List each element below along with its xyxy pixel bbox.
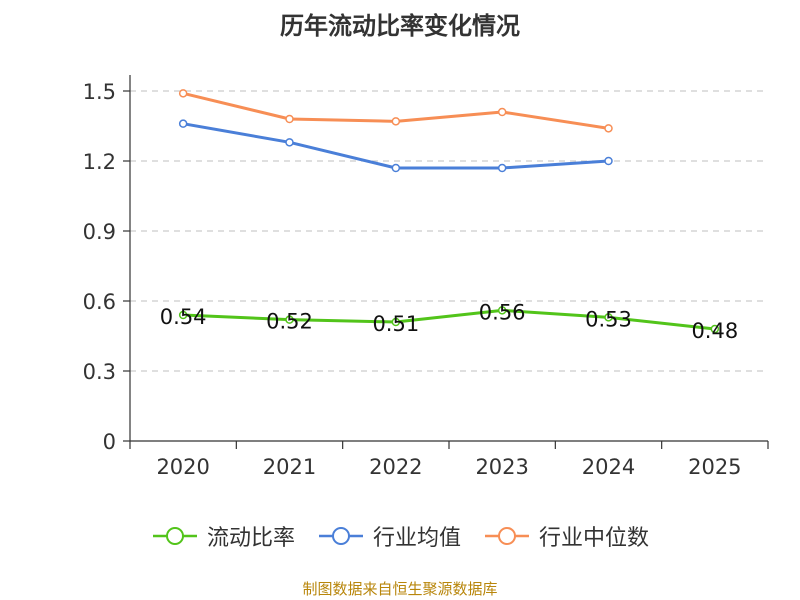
legend-label-current-ratio: 流动比率 (206, 526, 295, 551)
data-point (285, 315, 294, 324)
data-label: 0.48 (691, 319, 738, 343)
data-point (497, 306, 507, 315)
data-point (285, 138, 294, 147)
data-point (178, 119, 188, 128)
data-point (604, 156, 613, 166)
chart-title: 历年流动比率变化情况 (280, 12, 520, 40)
data-point (497, 107, 507, 117)
x-tick-label: 2024 (582, 455, 635, 479)
y-tick-label: 0 (103, 430, 116, 454)
data-label: 0.56 (479, 300, 526, 324)
data-point (710, 324, 720, 334)
data-point (178, 89, 188, 98)
y-tick-label: 0.3 (83, 360, 116, 384)
x-tick-label: 2020 (156, 455, 209, 479)
legend-label-industry-mean: 行业均值 (372, 526, 461, 551)
series-line-0 (183, 308, 715, 331)
legend-item-industry-median[interactable]: 行业中位数 (483, 520, 649, 552)
legend-item-current-ratio[interactable]: 流动比率 (151, 520, 295, 552)
legend-swatch-industry-median-icon (485, 527, 529, 545)
legend-swatch-industry-mean-icon (318, 527, 363, 545)
legend-item-industry-mean[interactable]: 行业均值 (317, 520, 461, 552)
y-tick-label: 1.2 (83, 150, 116, 174)
data-source-note: 制图数据来自恒生聚源数据库 (302, 580, 498, 598)
x-tick-label: 2021 (263, 455, 316, 479)
data-point (391, 163, 401, 173)
data-label: 0.53 (585, 307, 632, 331)
x-tick-label: 2022 (369, 455, 422, 479)
x-tick-label: 2025 (688, 455, 741, 479)
y-tick-label: 1.5 (83, 80, 116, 104)
data-point (391, 117, 401, 126)
data-point (391, 317, 401, 327)
y-tick-label: 0.9 (83, 220, 116, 244)
legend-label-industry-median: 行业中位数 (539, 526, 650, 551)
x-tick-label: 2023 (475, 455, 528, 479)
data-label: 0.54 (160, 305, 207, 329)
data-point (497, 163, 507, 173)
legend: 流动比率 行业均值 行业中位数 (0, 520, 800, 552)
data-point (178, 310, 188, 320)
legend-swatch-current-ratio-icon (152, 527, 197, 545)
y-tick-label: 0.6 (83, 290, 116, 314)
data-label: 0.52 (266, 310, 313, 334)
data-label: 0.51 (372, 312, 419, 336)
data-point (604, 124, 613, 133)
data-point (604, 313, 613, 322)
data-point (285, 114, 294, 124)
